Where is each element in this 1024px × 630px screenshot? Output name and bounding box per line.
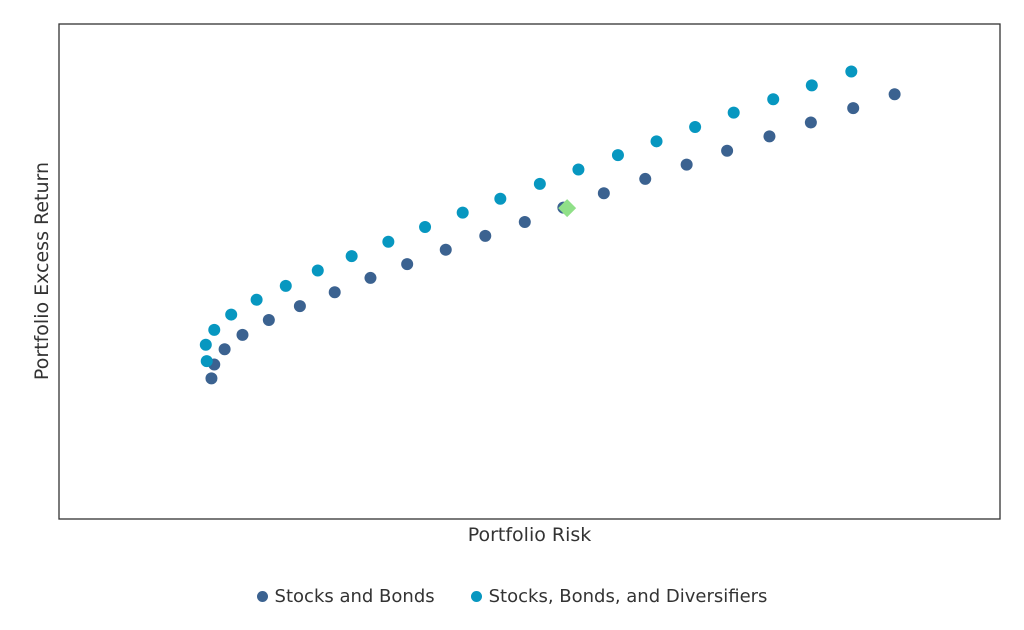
legend-marker-stocks-bonds [256, 591, 268, 602]
data-point-s0-7 [364, 271, 377, 284]
data-point-s0-16 [721, 144, 734, 157]
legend-label-stocks-bonds: Stocks and Bonds [274, 586, 435, 607]
data-point-s1-12 [533, 177, 546, 190]
data-point-s0-18 [804, 116, 817, 129]
data-point-s0-8 [401, 258, 414, 271]
data-point-s1-16 [689, 120, 702, 133]
x-axis-title: Portfolio Risk [467, 524, 592, 546]
legend-label-diversifiers: Stocks, Bonds, and Diversifiers [488, 586, 768, 607]
legend: Stocks and Bonds Stocks, Bonds, and Dive… [0, 586, 1024, 607]
data-point-s0-17 [763, 130, 776, 143]
data-point-s0-19 [847, 102, 860, 115]
data-point-s1-10 [456, 206, 469, 219]
data-point-s0-11 [518, 216, 531, 228]
data-point-s0-4 [262, 314, 275, 327]
data-point-s1-3 [225, 308, 238, 321]
data-point-s1-15 [650, 135, 663, 148]
data-point-s1-2 [208, 323, 221, 336]
data-point-s0-10 [479, 229, 492, 242]
data-point-s1-9 [419, 220, 432, 233]
series-2 [558, 199, 577, 218]
data-point-s0-5 [293, 300, 306, 313]
legend-item-diversifiers: Stocks, Bonds, and Diversifiers [470, 586, 768, 607]
data-point-s1-7 [345, 250, 358, 263]
data-point-s0-9 [439, 243, 452, 256]
data-point-s1-20 [845, 65, 858, 78]
data-point-s0-13 [597, 187, 610, 200]
series-0 [205, 88, 901, 385]
series-1 [199, 65, 858, 368]
data-point-s0-0 [205, 372, 218, 385]
data-point-s0-3 [236, 328, 249, 341]
y-axis-title: Portfolio Excess Return [31, 161, 53, 381]
plot-area-border [58, 23, 1001, 520]
highlight-point-diamond [558, 199, 577, 218]
data-point-s0-6 [328, 286, 341, 299]
data-point-s1-17 [727, 106, 740, 119]
data-point-s0-14 [639, 172, 652, 185]
data-point-s1-11 [494, 192, 507, 205]
data-point-s1-0 [200, 355, 213, 368]
data-point-s1-14 [611, 149, 624, 162]
data-point-s1-13 [572, 163, 585, 176]
data-point-s1-1 [199, 338, 212, 351]
data-point-s1-4 [250, 293, 263, 306]
data-point-s1-6 [311, 264, 324, 277]
data-point-s1-18 [767, 93, 780, 106]
data-point-s0-20 [888, 88, 901, 101]
data-point-s1-5 [279, 279, 292, 292]
legend-item-stocks-bonds: Stocks and Bonds [256, 586, 435, 607]
data-point-s0-15 [680, 158, 693, 171]
data-point-s1-8 [382, 235, 395, 248]
legend-marker-diversifiers [470, 591, 482, 602]
data-point-s1-19 [805, 79, 818, 92]
data-point-s0-2 [218, 343, 231, 356]
